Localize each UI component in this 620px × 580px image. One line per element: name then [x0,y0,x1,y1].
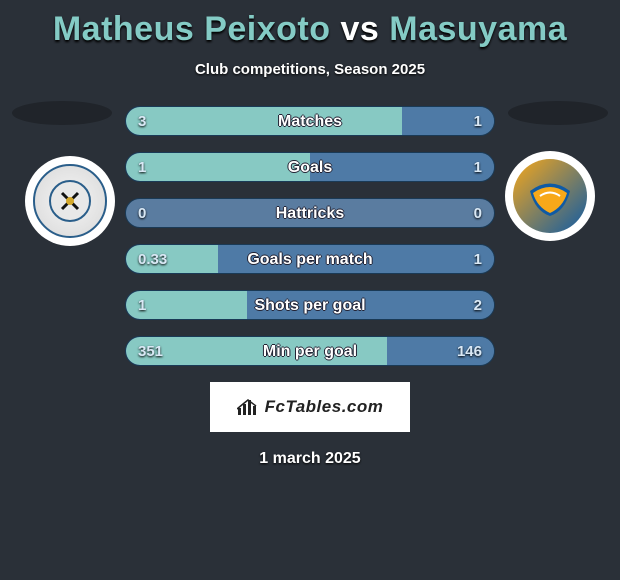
stat-value-left: 0 [126,199,158,227]
club-logo-left [25,156,115,246]
stat-value-right: 1 [462,107,494,135]
stat-value-right: 2 [462,291,494,319]
stat-row: Min per goal351 146 [125,336,495,366]
stat-label: Min per goal [126,337,494,365]
stat-value-left: 3 [126,107,158,135]
club-logo-left-inner [33,164,107,238]
vs-label: vs [340,10,379,48]
stat-value-right: 146 [445,337,494,365]
stat-label: Matches [126,107,494,135]
stat-value-right: 1 [462,245,494,273]
comparison-date: 1 march 2025 [0,450,620,468]
club-logo-right-inner [513,159,587,233]
stat-label: Goals [126,153,494,181]
club-logo-right [505,151,595,241]
watermark-badge: FcTables.com [210,382,410,432]
comparison-chart: Matches31Goals11Hattricks00Goals per mat… [0,106,620,366]
stat-row: Hattricks0 0 [125,198,495,228]
stat-value-left: 0.33 [126,245,179,273]
stat-label: Goals per match [126,245,494,273]
stat-row: Matches3 1 [125,106,495,136]
stat-row: Goals per match0.33 1 [125,244,495,274]
competition-subtitle: Club competitions, Season 2025 [0,61,620,78]
player2-name: Masuyama [389,10,567,48]
watermark-text: FcTables.com [265,397,384,417]
stat-bars-container: Matches31Goals11Hattricks00Goals per mat… [125,106,495,366]
comparison-title: Matheus Peixoto vs Masuyama [0,0,620,49]
stat-row: Goals1 1 [125,152,495,182]
player1-name: Matheus Peixoto [53,10,331,48]
stat-value-left: 1 [126,153,158,181]
stat-value-left: 351 [126,337,175,365]
stat-value-left: 1 [126,291,158,319]
stat-value-right: 1 [462,153,494,181]
stat-row: Shots per goal1 2 [125,290,495,320]
bar-chart-icon [237,398,259,416]
stat-label: Hattricks [126,199,494,227]
stat-label: Shots per goal [126,291,494,319]
shadow-ellipse-right [508,101,608,125]
stat-value-right: 0 [462,199,494,227]
shadow-ellipse-left [12,101,112,125]
club-crest-left-icon [48,179,92,223]
club-crest-right-icon [525,171,575,221]
